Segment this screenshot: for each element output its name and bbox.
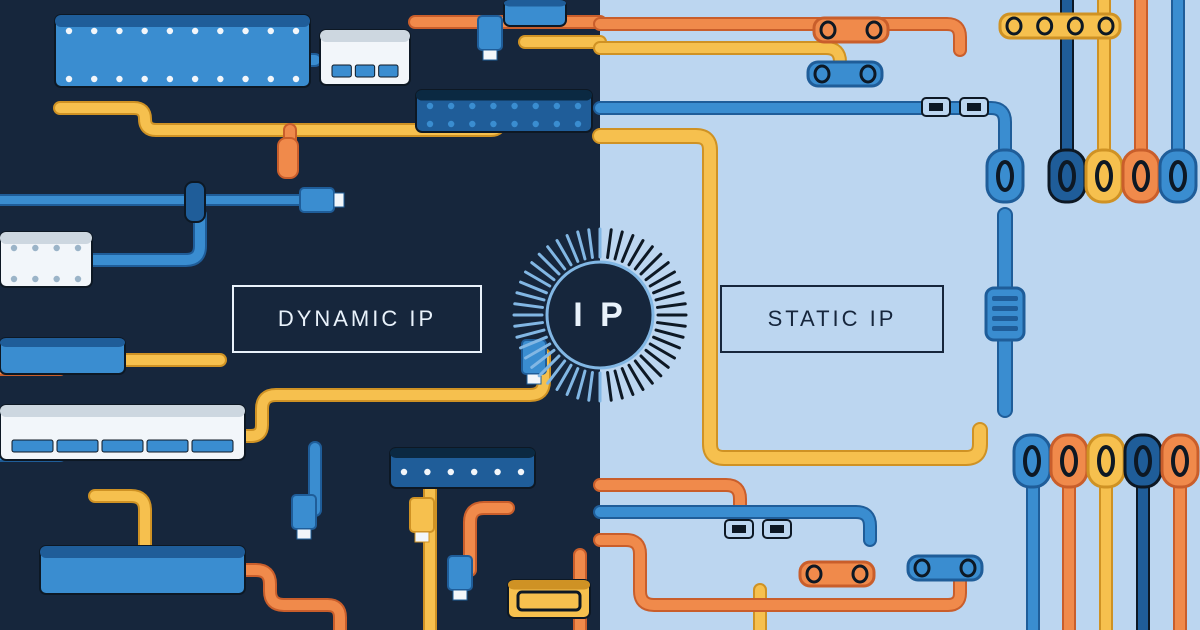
dynamic-ip-label: DYNAMIC IP xyxy=(232,285,482,353)
dynamic-ip-text: DYNAMIC IP xyxy=(278,306,436,332)
static-ip-label: STATIC IP xyxy=(720,285,944,353)
static-ip-text: STATIC IP xyxy=(768,306,897,332)
infographic-stage: DYNAMIC IP STATIC IP I P xyxy=(0,0,1200,630)
ip-badge-label: I P xyxy=(573,296,627,335)
ip-badge-text: I P xyxy=(550,265,650,365)
